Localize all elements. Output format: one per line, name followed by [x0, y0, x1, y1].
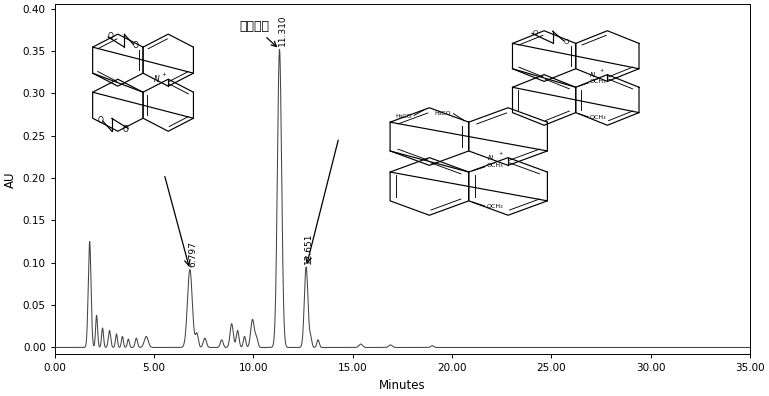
Text: 지표성분: 지표성분 [240, 20, 276, 47]
X-axis label: Minutes: Minutes [379, 379, 426, 392]
Text: 6.797: 6.797 [188, 241, 197, 267]
Text: 12.651: 12.651 [305, 233, 313, 265]
Text: 11.310: 11.310 [278, 14, 287, 46]
Y-axis label: AU: AU [4, 171, 17, 188]
